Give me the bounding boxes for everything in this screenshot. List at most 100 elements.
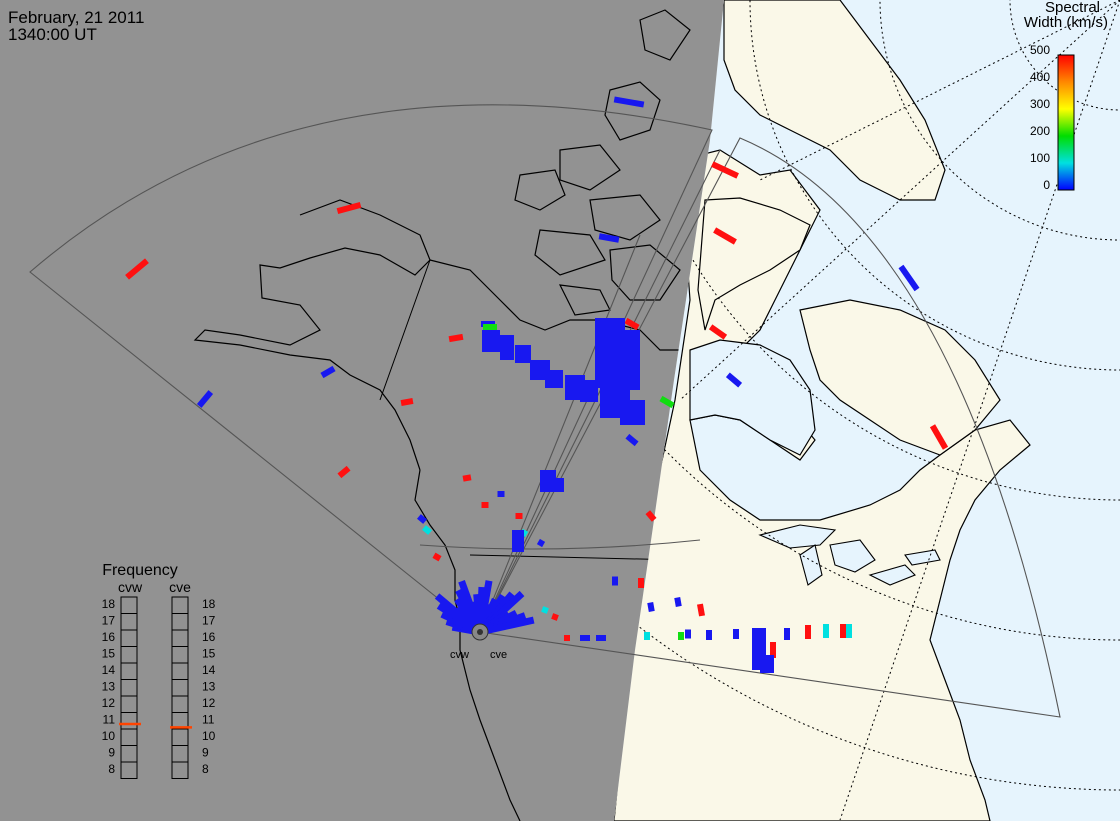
frequency-scale-label: 8	[202, 762, 209, 776]
frequency-scale-label: 10	[102, 729, 116, 743]
frequency-scale-label: 17	[202, 614, 216, 628]
scatter-cluster	[482, 330, 500, 352]
scatter-cluster	[545, 370, 563, 388]
night-coast-alaska	[193, 199, 431, 471]
frequency-scale-label: 11	[103, 713, 116, 727]
scatter-return	[497, 491, 505, 497]
day-land-baffin	[697, 197, 811, 331]
scatter-return	[596, 635, 606, 641]
scatter-return	[337, 465, 351, 479]
scatter-return	[481, 502, 489, 508]
scatter-return	[678, 632, 684, 640]
scatter-return	[515, 513, 523, 519]
scatter-return	[929, 424, 949, 450]
frequency-panel-label-cve: cve	[169, 579, 191, 595]
radar-label-cve: cve	[490, 649, 507, 661]
scatter-cluster	[615, 330, 640, 390]
frequency-panel-label-cvw: cvw	[118, 579, 143, 595]
frequency-scale-label: 16	[202, 630, 216, 644]
frequency-grid: 18 18 17 17 16 16 15 15 14 14 13 13 12 12 11 11 10 10 9 9 8 8	[102, 596, 216, 779]
day-land-labrador	[799, 299, 1001, 456]
colorbar-tick: 300	[1030, 97, 1050, 111]
scatter-return	[536, 538, 546, 548]
scatter-return	[196, 390, 214, 408]
scatter-return	[784, 628, 790, 640]
scatter-return	[125, 258, 149, 280]
frequency-scale-label: 9	[202, 746, 209, 760]
frequency-scale-label: 14	[202, 663, 216, 677]
scatter-return	[846, 624, 852, 638]
scatter-return	[840, 624, 846, 638]
scatter-return	[417, 514, 427, 524]
frequency-scale-label: 12	[202, 696, 216, 710]
colorbar-tick: 200	[1030, 124, 1050, 138]
scatter-return	[422, 525, 432, 535]
scatter-cluster	[552, 478, 564, 492]
scatter-return	[598, 233, 620, 243]
scatter-return	[823, 624, 829, 638]
fov-cve	[479, 137, 1061, 718]
scatter-return	[713, 227, 737, 245]
scatter-return	[432, 552, 442, 562]
frequency-scale-label: 12	[102, 696, 116, 710]
scatter-return	[400, 398, 414, 406]
radar-label-cvw: cvw	[450, 649, 469, 661]
scatter-return	[711, 161, 739, 179]
color-bar-legend: Spectral Width (km/s) 500 400 300 200 10…	[1024, 0, 1108, 192]
scatter-return	[320, 365, 336, 379]
scatter-return	[685, 629, 691, 639]
scatter-cluster	[620, 400, 645, 425]
date-label: February, 21 2011	[8, 8, 145, 27]
scatter-fan-beam	[479, 616, 535, 636]
scatter-return	[613, 96, 645, 108]
scatter-return	[462, 474, 472, 482]
frequency-scale-label: 13	[102, 680, 116, 694]
scatter-return	[898, 264, 920, 292]
scatter-cluster	[580, 380, 598, 402]
frequency-scale-label: 18	[102, 597, 116, 611]
scatter-cluster	[515, 345, 531, 363]
time-label: 1340:00 UT	[8, 25, 97, 44]
frequency-scale-label: 13	[202, 680, 216, 694]
radar-sites: cvw cve	[450, 623, 507, 661]
frequency-cell	[171, 761, 189, 779]
frequency-scale-label: 14	[102, 663, 116, 677]
scatter-return	[659, 395, 675, 409]
night-coast-canada-north	[429, 259, 690, 351]
frequency-title: Frequency	[102, 562, 178, 579]
scatter-return	[638, 578, 644, 588]
scatter-return	[448, 333, 464, 343]
frequency-scale-label: 8	[108, 762, 115, 776]
scatter-return	[647, 602, 655, 612]
scatter-return	[564, 635, 570, 641]
scatter-cluster	[512, 530, 524, 552]
scatter-return	[612, 576, 618, 586]
scatter-return	[483, 324, 497, 330]
day-water-hudson-bay	[689, 339, 816, 456]
scatter-return	[551, 613, 559, 621]
fov-range-ring	[419, 539, 701, 550]
scatter-cluster	[760, 655, 774, 673]
colorbar-gradient	[1057, 54, 1075, 191]
scatter-return	[336, 201, 362, 215]
scatter-return	[644, 632, 650, 640]
graticule	[614, 0, 1120, 821]
scatter-return	[674, 597, 682, 607]
scatter-return	[697, 603, 705, 617]
scatter-return	[770, 642, 776, 658]
scatter-return	[624, 317, 640, 331]
scatter-cluster	[500, 335, 514, 360]
colorbar-ticks: 500 400 300 200 100 0	[1030, 43, 1050, 192]
scatter-return	[708, 324, 728, 340]
scatter-return	[805, 625, 811, 639]
frequency-scale-label: 9	[108, 746, 115, 760]
scatter-data	[125, 96, 949, 673]
frequency-scale-label: 10	[202, 729, 216, 743]
scatter-return	[733, 629, 739, 639]
scatter-return	[580, 635, 590, 641]
scatter-return	[625, 433, 639, 447]
scatter-return	[541, 606, 549, 614]
fov-cvw	[29, 104, 713, 633]
